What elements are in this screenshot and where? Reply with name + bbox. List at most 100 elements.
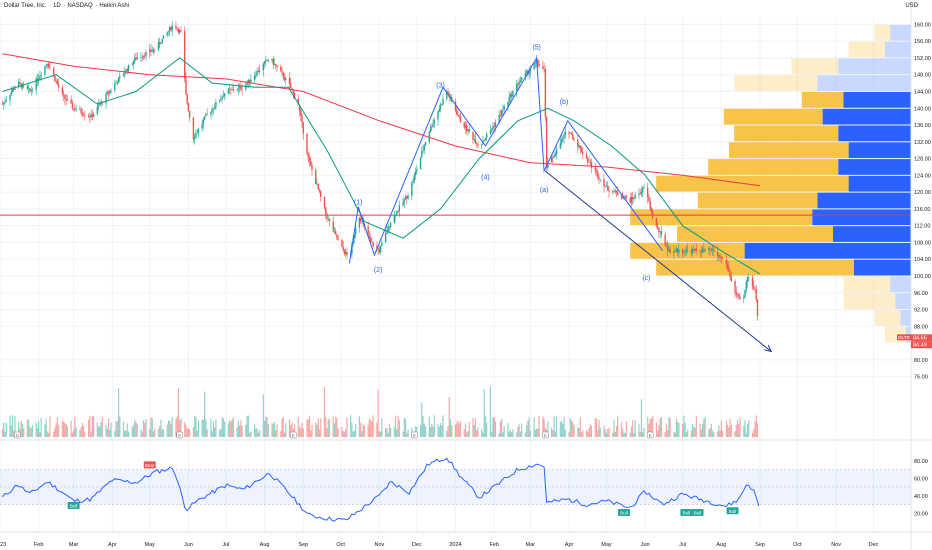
- candle-body: [579, 145, 581, 148]
- candle-body: [406, 196, 408, 199]
- candle-body: [447, 91, 449, 95]
- volume-bar: [205, 418, 207, 437]
- volume-bar: [345, 429, 347, 437]
- volume-bar: [256, 428, 258, 437]
- volume-bar: [568, 432, 570, 437]
- candle-body: [422, 149, 424, 152]
- vp-down-bar: [848, 41, 885, 58]
- candle-body: [520, 77, 523, 81]
- candle-body: [481, 143, 483, 146]
- volume-bar: [351, 422, 353, 437]
- candle-body: [343, 250, 346, 254]
- volume-bar: [222, 418, 224, 437]
- event-marker-label: E: [178, 433, 181, 438]
- volume-bar: [61, 420, 63, 437]
- volume-bar: [639, 431, 641, 437]
- volume-bar: [300, 428, 302, 437]
- volume-bar: [477, 427, 479, 437]
- event-marker-label: E: [544, 433, 547, 438]
- volume-bar: [142, 419, 145, 437]
- volume-bar: [729, 419, 731, 437]
- candle-body: [80, 109, 82, 114]
- volume-bar: [107, 418, 110, 437]
- candle-body: [678, 249, 680, 253]
- price-tick-label: 124.00: [914, 173, 931, 179]
- candle-body: [281, 71, 283, 73]
- candle-body: [744, 289, 746, 298]
- rsi-divergence-label: Bull: [683, 511, 691, 516]
- price-tick-label: 136.00: [914, 123, 931, 129]
- candle-body: [572, 134, 574, 140]
- candle-body: [361, 220, 363, 222]
- candle-body: [342, 246, 344, 251]
- chart-style[interactable]: Heikin Ashi: [99, 3, 130, 9]
- price-tick-label: 120.00: [914, 190, 931, 196]
- volume-bar: [175, 418, 177, 437]
- interval[interactable]: 1D: [53, 3, 61, 9]
- candle-body: [144, 55, 146, 57]
- volume-bar: [617, 415, 619, 437]
- candle-body: [162, 35, 165, 39]
- candle-body: [91, 114, 94, 117]
- volume-bar: [214, 427, 216, 437]
- candle-body: [114, 83, 116, 90]
- volume-bar: [372, 415, 374, 437]
- candle-body: [725, 259, 728, 265]
- candle-body: [221, 96, 223, 99]
- volume-bar: [599, 427, 601, 437]
- volume-bar: [21, 424, 24, 437]
- volume-bar: [91, 415, 93, 437]
- volume-bar: [570, 420, 573, 437]
- candle-body: [140, 57, 142, 58]
- vp-up-bar: [822, 108, 911, 125]
- volume-bar: [422, 416, 424, 437]
- volume-bar: [55, 423, 57, 437]
- candle-body: [310, 160, 312, 166]
- volume-bar: [537, 428, 539, 437]
- event-marker: [646, 431, 654, 439]
- volume-bar: [171, 416, 173, 437]
- volume-bar: [28, 419, 30, 437]
- candle-body: [238, 86, 241, 88]
- volume-bar: [152, 431, 155, 437]
- candle-body: [250, 79, 252, 83]
- candle-body: [36, 78, 39, 81]
- candle-body: [301, 115, 303, 123]
- candle-body: [70, 99, 72, 103]
- rsi-band: [0, 469, 911, 505]
- volume-bar: [99, 425, 101, 437]
- candle-body: [416, 169, 418, 172]
- volume-bar: [215, 419, 217, 437]
- volume-bar: [563, 416, 565, 437]
- candle-body: [564, 131, 567, 135]
- candle-body: [746, 277, 749, 282]
- candle-body: [327, 218, 329, 220]
- candle-body: [35, 78, 37, 90]
- candle-body: [150, 49, 152, 52]
- volume-bar: [482, 432, 484, 437]
- candle-body: [424, 142, 427, 146]
- candle-body: [141, 57, 143, 58]
- volume-bar: [101, 416, 103, 437]
- vp-up-bar: [848, 142, 911, 159]
- rsi-divergence-label: Bear: [145, 463, 155, 468]
- volume-bar: [114, 431, 116, 437]
- candle-body: [126, 69, 128, 71]
- volume-bar: [90, 431, 92, 437]
- candle-body: [573, 139, 575, 140]
- volume-bar: [562, 423, 564, 437]
- vp-down-bar: [656, 259, 854, 276]
- candle-body: [176, 28, 178, 30]
- candle-body: [64, 94, 66, 99]
- vp-down-bar: [734, 125, 839, 142]
- candle-body: [517, 83, 519, 85]
- volume-bar: [71, 432, 73, 437]
- candle-body: [232, 89, 235, 91]
- volume-bar: [734, 431, 736, 437]
- time-tick-label: Apr: [565, 542, 574, 548]
- volume-bar: [441, 425, 443, 437]
- candle-body: [393, 215, 396, 223]
- candle-body: [19, 81, 21, 84]
- candle-body: [213, 107, 216, 109]
